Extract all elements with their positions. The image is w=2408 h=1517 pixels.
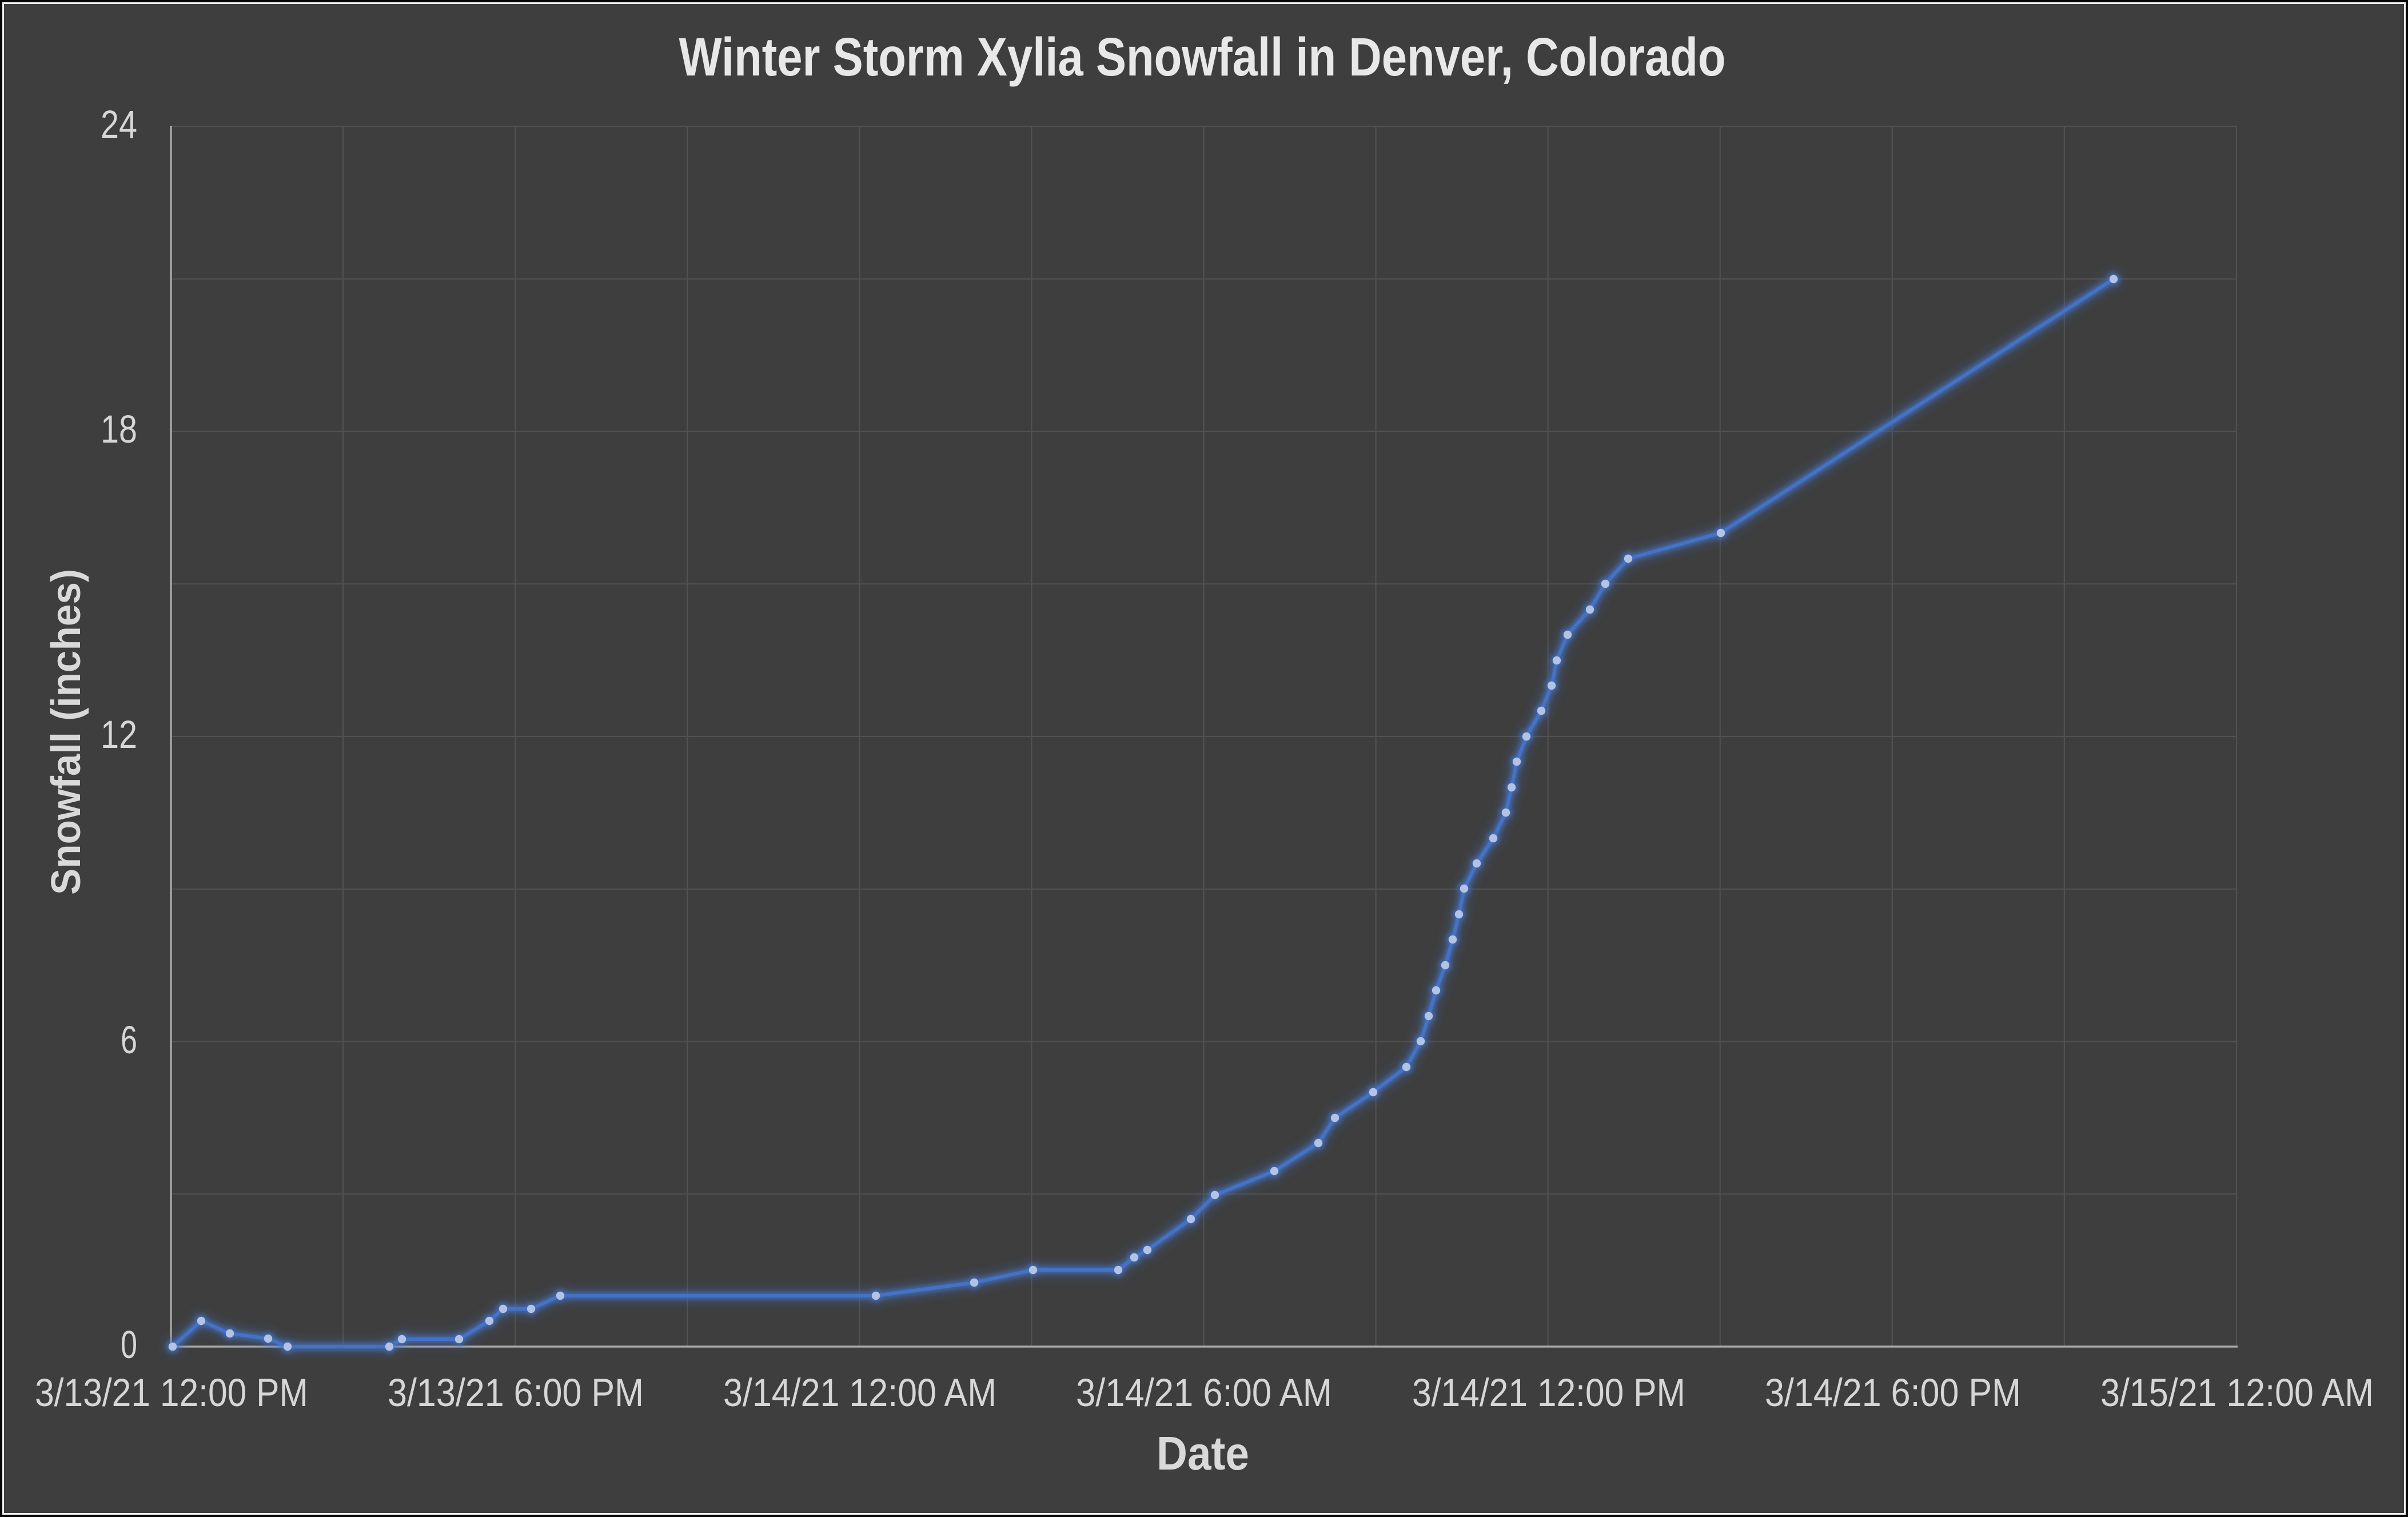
svg-text:3/13/21 12:00 PM: 3/13/21 12:00 PM — [35, 1371, 308, 1415]
svg-text:3/14/21 12:00 PM: 3/14/21 12:00 PM — [1412, 1371, 1685, 1415]
svg-text:18: 18 — [101, 407, 137, 451]
svg-text:12: 12 — [101, 712, 137, 756]
svg-text:3/14/21 6:00 PM: 3/14/21 6:00 PM — [1765, 1371, 2021, 1415]
svg-text:3/14/21 6:00 AM: 3/14/21 6:00 AM — [1076, 1371, 1332, 1415]
svg-text:Snowfall (inches): Snowfall (inches) — [43, 569, 89, 895]
svg-text:3/13/21 6:00 PM: 3/13/21 6:00 PM — [388, 1371, 644, 1415]
svg-text:0: 0 — [121, 1323, 137, 1367]
svg-text:24: 24 — [101, 102, 137, 146]
svg-text:Date: Date — [1157, 1427, 1249, 1480]
svg-text:Winter Storm Xylia Snowfall in: Winter Storm Xylia Snowfall in Denver, C… — [679, 27, 1726, 87]
svg-text:3/14/21 12:00 AM: 3/14/21 12:00 AM — [723, 1371, 996, 1415]
svg-text:3/15/21 12:00 AM: 3/15/21 12:00 AM — [2100, 1371, 2374, 1415]
svg-text:6: 6 — [121, 1018, 137, 1062]
